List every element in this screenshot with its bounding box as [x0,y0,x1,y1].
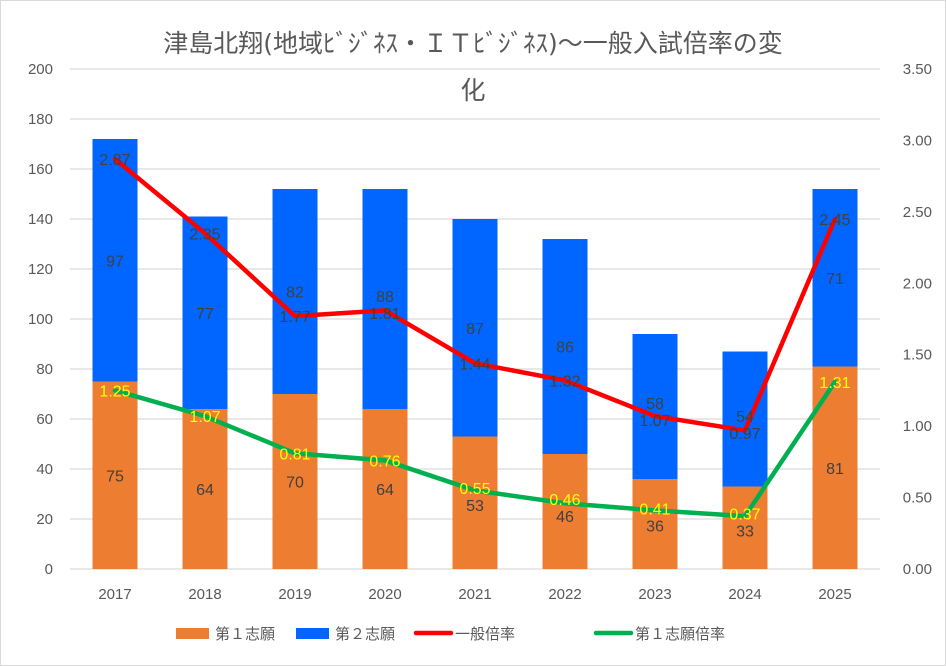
x-tick-label: 2024 [728,586,761,603]
bar-second-choice [272,189,318,394]
bar-first-choice [542,454,588,569]
label-general-rate: 2.35 [189,226,220,243]
label-general-rate: 1.77 [279,309,310,326]
line-series [112,156,838,519]
bar-first-choice [452,436,498,569]
x-axis: 2017 2018 2019 2020 2021 2022 2023 2024 2025 [98,586,851,603]
left-tick-label: 40 [36,461,53,478]
legend-label: 第２志願 [335,625,395,643]
bar-first-choice [272,394,318,569]
line-general-rate [112,156,838,433]
bar-second-choice [542,239,588,454]
bar-first-choice [92,381,138,569]
bar-second-choice [362,189,408,409]
legend-label: 第１志願倍率 [635,625,725,643]
label-first-choice-rate: 0.37 [729,506,760,523]
bar-second-choice [632,334,678,479]
bar-label-first-choice: 33 [736,523,754,540]
x-tick-label: 2021 [458,586,491,603]
label-general-rate: 1.07 [639,413,670,430]
bar-label-first-choice: 53 [466,498,484,515]
x-tick-label: 2017 [98,586,131,603]
bar-second-choice [722,351,768,487]
left-tick-label: 180 [28,111,53,128]
bar-label-second-choice: 82 [286,285,304,302]
left-tick-label: 100 [28,311,53,328]
label-general-rate: 0.97 [729,426,760,443]
left-y-axis: 0 20 40 60 80 100 120 140 160 180 200 [28,61,53,578]
right-tick-label: 2.50 [903,204,932,221]
label-general-rate: 1.44 [459,356,490,373]
left-tick-label: 0 [45,561,53,578]
bar-series [92,139,858,569]
right-tick-label: 0.00 [903,561,932,578]
x-tick-label: 2018 [188,586,221,603]
label-general-rate: 1.81 [369,306,400,323]
left-tick-label: 200 [28,61,53,78]
left-tick-label: 120 [28,261,53,278]
bar-label-second-choice: 97 [106,253,124,270]
bar-first-choice [182,409,228,569]
bar-label-second-choice: 87 [466,321,484,338]
label-first-choice-rate: 0.76 [369,453,400,470]
bar-first-choice [632,479,678,569]
x-tick-label: 2019 [278,586,311,603]
bar-label-second-choice: 88 [376,289,394,306]
label-general-rate: 1.32 [549,373,580,390]
label-first-choice-rate: 0.55 [459,481,490,498]
chart-title: 津島北翔(地域ﾋﾞｼﾞﾈｽ・ＩＴﾋﾞｼﾞﾈｽ)～一般入試倍率の変 化 [163,29,783,105]
bar-label-first-choice: 75 [106,468,124,485]
left-tick-label: 60 [36,411,53,428]
right-tick-label: 1.00 [903,418,932,435]
right-tick-label: 1.50 [903,347,932,364]
bar-second-choice [92,139,138,382]
legend-label: 一般倍率 [455,625,515,643]
left-tick-label: 160 [28,161,53,178]
chart-title-line-1: 津島北翔(地域ﾋﾞｼﾞﾈｽ・ＩＴﾋﾞｼﾞﾈｽ)～一般入試倍率の変 [163,29,783,58]
label-first-choice-rate: 0.46 [549,492,580,509]
line-first-choice-rate [112,379,838,519]
bar-label-second-choice: 54 [736,409,754,426]
legend-swatch-bar [176,628,209,639]
chart-title-line-2: 化 [460,76,485,105]
x-tick-label: 2020 [368,586,401,603]
bar-first-choice [362,409,408,569]
label-first-choice-rate: 1.25 [99,383,130,400]
bar-label-first-choice: 64 [196,482,214,499]
left-tick-label: 80 [36,361,53,378]
label-first-choice-rate: 1.31 [819,375,850,392]
bar-label-second-choice: 77 [196,306,214,323]
bar-label-first-choice: 46 [556,509,574,526]
left-tick-label: 20 [36,511,53,528]
legend-label: 第１志願 [215,625,275,643]
bar-label-second-choice: 58 [646,396,664,413]
right-tick-label: 3.00 [903,132,932,149]
x-tick-label: 2022 [548,586,581,603]
x-tick-label: 2023 [638,586,671,603]
bar-label-second-choice: 71 [826,271,844,288]
label-first-choice-rate: 1.07 [189,409,220,426]
label-general-rate: 2.87 [99,152,130,169]
data-labels: 2.87971.25752.35771.0764821.770.8170881.… [99,152,850,540]
bar-label-first-choice: 36 [646,519,664,536]
right-y-axis: 0.00 0.50 1.00 1.50 2.00 2.50 3.00 3.50 [903,61,932,578]
bar-first-choice [722,486,768,569]
bar-label-first-choice: 64 [376,482,394,499]
left-tick-label: 140 [28,211,53,228]
right-tick-label: 3.50 [903,61,932,78]
right-tick-label: 0.50 [903,490,932,507]
right-tick-label: 2.00 [903,275,932,292]
label-general-rate: 2.45 [819,212,850,229]
bar-label-second-choice: 86 [556,340,574,357]
legend-swatch-bar [296,628,329,639]
legend: 第１志願 第２志願 一般倍率 第１志願倍率 [176,625,725,643]
label-first-choice-rate: 0.41 [639,502,670,519]
bar-second-choice [452,219,498,437]
label-first-choice-rate: 0.81 [279,446,310,463]
x-tick-label: 2025 [818,586,851,603]
bar-label-first-choice: 70 [286,475,304,492]
bar-label-first-choice: 81 [826,461,844,478]
